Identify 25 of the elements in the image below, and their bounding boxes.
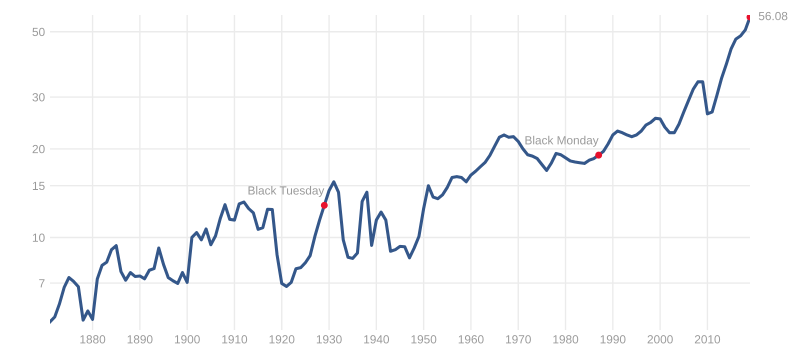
x-tick-label: 1900 [174, 335, 200, 344]
y-tick-label: 50 [32, 28, 45, 36]
x-tick-label: 1930 [316, 335, 342, 344]
annotation: Black Tuesday [248, 186, 324, 198]
x-tick-label: 2010 [694, 335, 720, 344]
y-tick-label: 30 [32, 93, 45, 102]
y-tick-label: 10 [32, 234, 45, 242]
point [320, 202, 328, 209]
data-label: 56.08 [758, 12, 788, 20]
x-tick-label: 1960 [458, 335, 484, 344]
y-tick-label: 20 [32, 144, 45, 154]
x-tick-label: 1950 [411, 335, 436, 344]
x-tick-label: 1990 [600, 335, 626, 344]
y-tick-label: 7 [39, 279, 45, 288]
annotation: Black Monday [525, 136, 599, 147]
x-tick-label: 1970 [506, 335, 531, 344]
x-tick-label: 1940 [364, 335, 390, 344]
y-tick-label: 15 [32, 182, 45, 190]
x-tick-label: 2000 [648, 335, 673, 344]
x-tick-label: 1890 [128, 335, 153, 344]
x-tick-label: 1980 [553, 335, 578, 344]
x-tick-label: 1880 [80, 335, 106, 344]
x-tick-label: 1920 [270, 335, 294, 344]
x-tick-label: 1910 [222, 335, 248, 344]
point [595, 152, 602, 159]
